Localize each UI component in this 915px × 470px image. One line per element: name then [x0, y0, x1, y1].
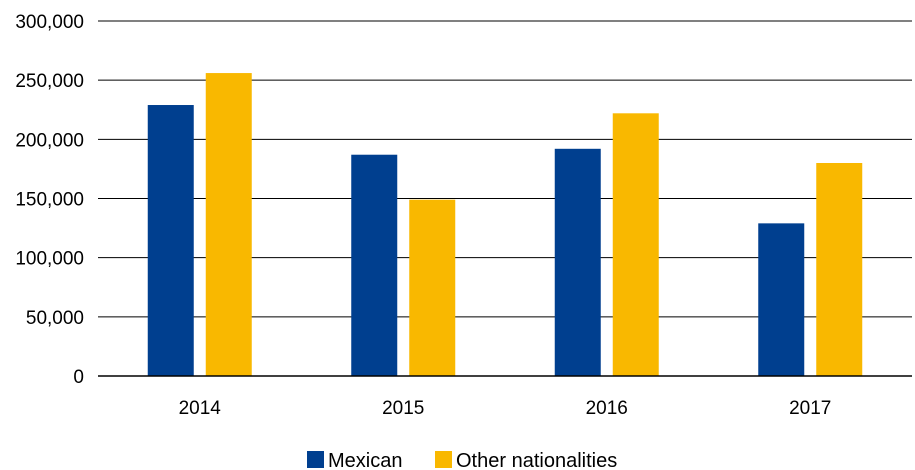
bar-other-nationalities-2015 [409, 199, 456, 376]
bar-other-nationalities-2014 [205, 73, 252, 377]
legend: Mexican Other nationalities [307, 450, 617, 470]
legend-swatch-other-nationalities [435, 451, 452, 468]
bar-other-nationalities-2017 [816, 163, 863, 376]
y-tick-label: 300,000 [15, 12, 84, 33]
y-tick-label: 150,000 [15, 190, 84, 211]
bar-mexican-2014 [147, 105, 194, 377]
x-tick-label: 2017 [789, 398, 831, 419]
y-tick-label: 100,000 [15, 249, 84, 270]
bar-mexican-2017 [758, 223, 805, 376]
y-tick-label: 250,000 [15, 71, 84, 92]
x-tick-label: 2016 [586, 398, 628, 419]
x-axis-tick-labels: 2014 2015 2016 2017 [179, 398, 832, 419]
legend-label-mexican: Mexican [328, 450, 402, 470]
bar-mexican-2015 [351, 154, 398, 376]
x-tick-label: 2015 [382, 398, 424, 419]
y-axis-tick-labels: 0 50,000 100,000 150,000 200,000 250,000 300,0… [15, 12, 84, 388]
bars [147, 73, 863, 377]
bar-mexican-2016 [554, 148, 601, 376]
y-tick-label: 0 [73, 367, 84, 388]
y-tick-label: 200,000 [15, 130, 84, 151]
legend-label-other-nationalities: Other nationalities [456, 450, 617, 470]
x-tick-label: 2014 [179, 398, 222, 419]
legend-swatch-mexican [307, 451, 324, 468]
y-tick-label: 50,000 [26, 308, 84, 329]
bar-other-nationalities-2016 [612, 113, 659, 377]
